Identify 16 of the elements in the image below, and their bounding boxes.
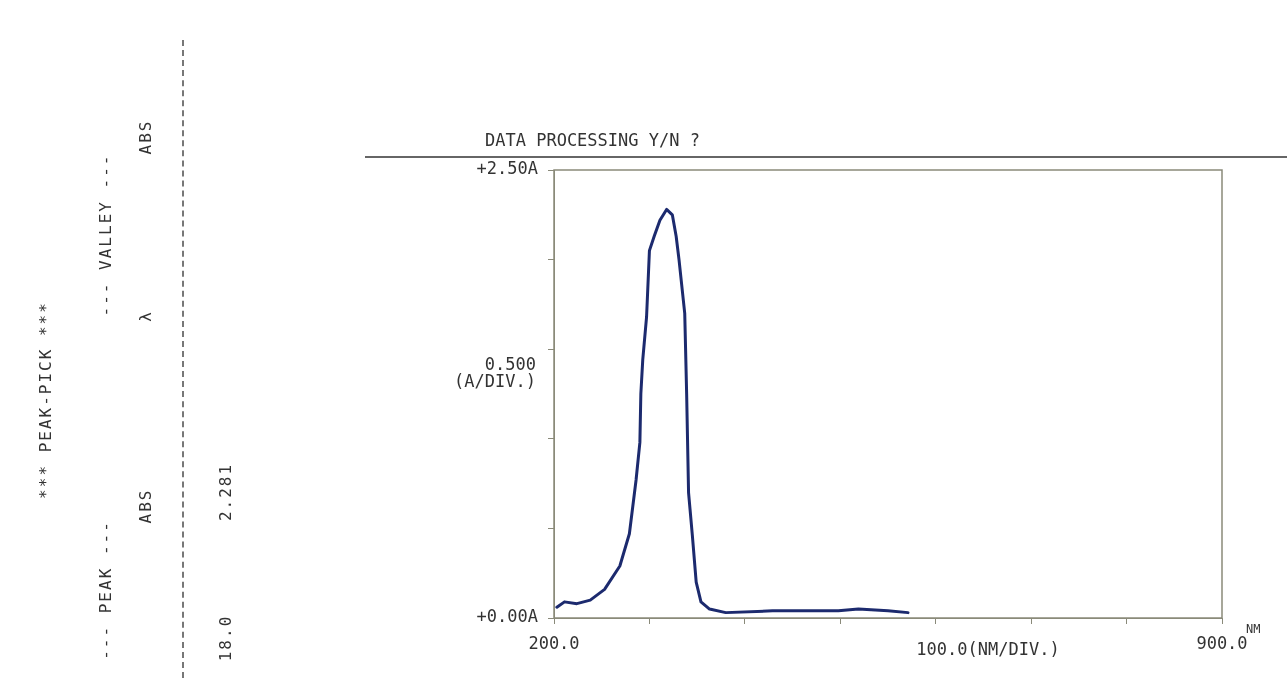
text: 18.0: [215, 614, 235, 662]
text: *** PEAK-PICK ***: [35, 301, 55, 499]
text: --- VALLEY ---: [95, 153, 115, 317]
x-tick-label: 900.0: [1196, 632, 1248, 653]
y-tick-label: +0.00A: [476, 606, 538, 627]
y-axis-title: 0.500 (A/DIV.): [454, 353, 536, 391]
x-axis-title: 100.0(NM/DIV.): [916, 639, 1060, 660]
x-tick-label: 200.0: [528, 632, 580, 653]
text: ABS: [135, 119, 155, 155]
chart-title: DATA PROCESSING Y/N ?: [485, 130, 700, 151]
text: NM: [1246, 622, 1261, 636]
y-tick-label: +2.50A: [476, 158, 538, 179]
text: ABS: [135, 488, 155, 524]
text: 2.281: [215, 462, 235, 522]
text: λ: [135, 310, 155, 322]
text: --- PEAK ---: [95, 520, 115, 660]
